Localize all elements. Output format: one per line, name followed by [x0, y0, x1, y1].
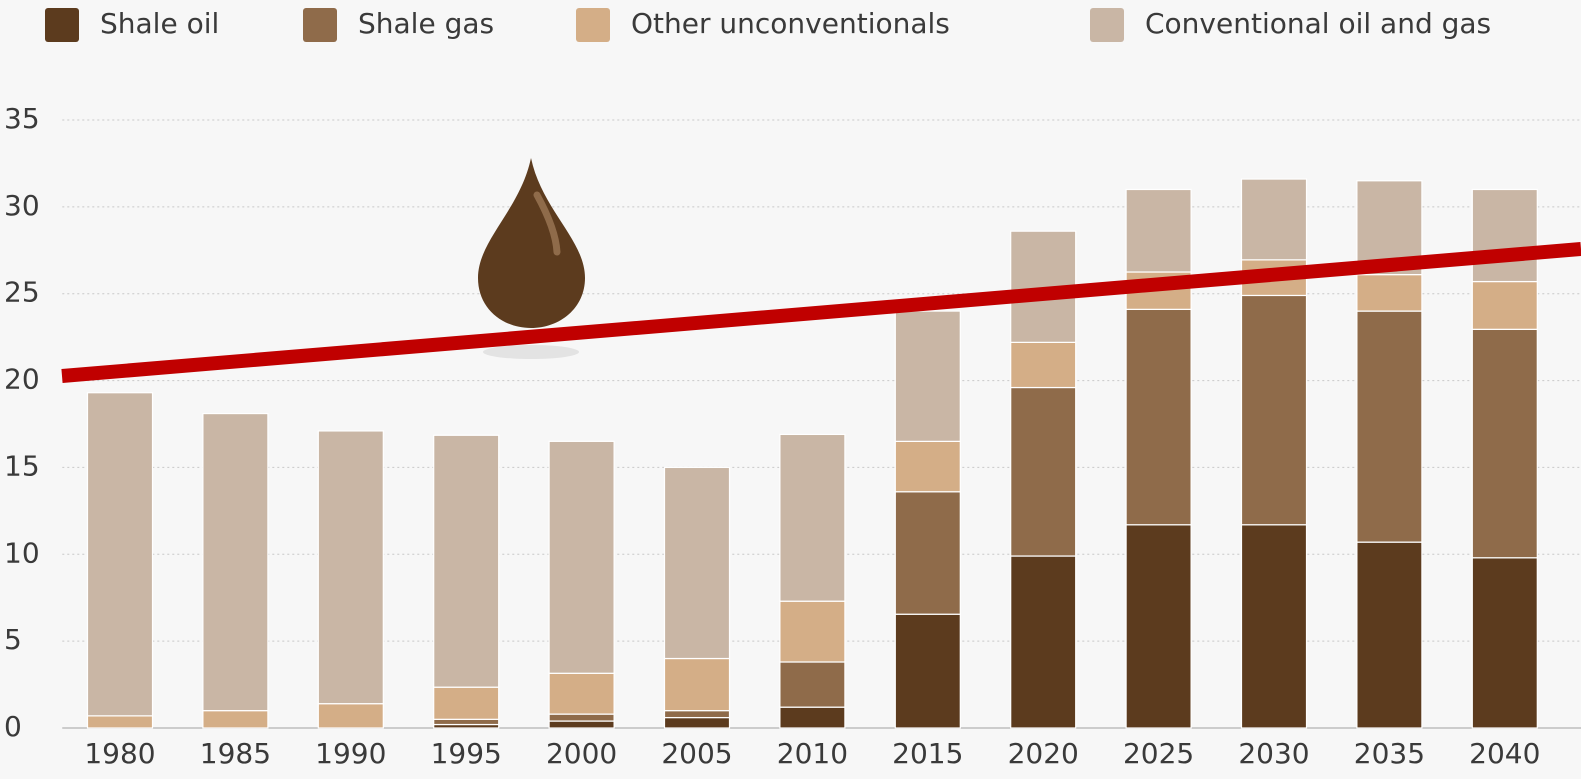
bar-segment: [1357, 275, 1422, 311]
bar-segment: [895, 311, 960, 441]
oil-drop-icon: [478, 158, 585, 328]
bar-segment: [1011, 342, 1076, 387]
x-tick-label: 2000: [546, 737, 617, 770]
y-tick-label: 30: [4, 189, 40, 222]
bar-segment: [1126, 525, 1191, 728]
bar-segment: [895, 614, 960, 728]
x-tick-label: 1995: [431, 737, 502, 770]
bar-segment: [1242, 525, 1307, 728]
bar-segment: [665, 659, 730, 711]
legend-swatch: [45, 8, 79, 42]
x-tick-label: 1980: [84, 737, 155, 770]
x-tick-label: 2020: [1008, 737, 1079, 770]
bar-segment: [1357, 542, 1422, 728]
bar-segment: [665, 711, 730, 718]
y-tick-label: 0: [4, 710, 22, 743]
legend-label: Other unconventionals: [631, 7, 950, 40]
y-tick-label: 20: [4, 363, 40, 396]
legend-swatch: [1090, 8, 1124, 42]
x-tick-label: 2040: [1469, 737, 1540, 770]
bar-segment: [1357, 311, 1422, 542]
legend-label: Shale gas: [358, 7, 494, 40]
legend-label: Conventional oil and gas: [1145, 7, 1491, 40]
bar-segment: [780, 707, 845, 728]
legend-item: Other unconventionals: [576, 7, 950, 42]
bar-segment: [434, 687, 499, 719]
bar-segment: [318, 704, 383, 728]
legend-swatch: [576, 8, 610, 42]
trend-line: [62, 249, 1581, 376]
bar-segment: [780, 434, 845, 601]
x-tick-label: 2015: [892, 737, 963, 770]
x-tick-label: 2005: [661, 737, 732, 770]
bar-segment: [1242, 179, 1307, 260]
legend-item: Conventional oil and gas: [1090, 7, 1491, 42]
bar-segment: [895, 492, 960, 614]
x-tick-label: 1990: [315, 737, 386, 770]
bar-segment: [780, 601, 845, 662]
bar-segment: [1472, 329, 1537, 557]
y-tick-label: 25: [4, 276, 40, 309]
bar-segment: [549, 441, 614, 673]
legend-item: Shale gas: [303, 7, 494, 42]
y-tick-label: 10: [4, 536, 40, 569]
bar-segment: [1011, 556, 1076, 728]
bar-segment: [895, 441, 960, 491]
x-tick-label: 2025: [1123, 737, 1194, 770]
chart: 0510152025303519801985199019952000200520…: [0, 0, 1581, 779]
bar-segment: [1242, 295, 1307, 524]
legend-item: Shale oil: [45, 7, 219, 42]
legend-swatch: [303, 8, 337, 42]
bar-segment: [1472, 282, 1537, 330]
bar-segment: [549, 721, 614, 728]
bar-segment: [318, 431, 383, 704]
y-tick-label: 5: [4, 623, 22, 656]
bar-segment: [434, 435, 499, 687]
bar-segment: [1472, 558, 1537, 728]
x-tick-label: 2035: [1354, 737, 1425, 770]
bar-segment: [88, 393, 153, 716]
bar-segment: [1126, 189, 1191, 272]
bar-segment: [549, 673, 614, 714]
x-tick-label: 2010: [777, 737, 848, 770]
bar-segment: [203, 414, 268, 711]
decoration: [62, 158, 1581, 376]
bar-segment: [1011, 388, 1076, 557]
bar-segment: [1472, 189, 1537, 281]
bar-segment: [1126, 309, 1191, 524]
legend-label: Shale oil: [100, 7, 219, 40]
bar-segment: [88, 716, 153, 728]
bar-segment: [665, 467, 730, 658]
y-tick-label: 15: [4, 449, 40, 482]
bar-segment: [434, 719, 499, 724]
x-tick-label: 2030: [1238, 737, 1309, 770]
x-tick-label: 1985: [200, 737, 271, 770]
y-tick-label: 35: [4, 102, 40, 135]
drop-shadow: [483, 345, 579, 359]
bar-segment: [203, 711, 268, 728]
bar-segment: [780, 662, 845, 707]
bar-segment: [549, 714, 614, 721]
bar-segment: [665, 718, 730, 728]
